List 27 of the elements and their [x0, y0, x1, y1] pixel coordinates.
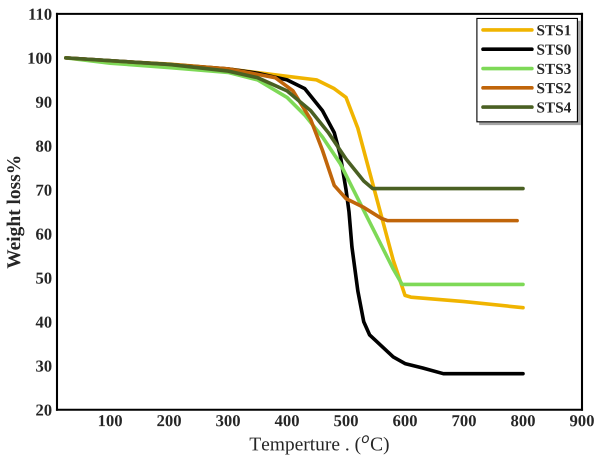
- x-tick-label: 700: [452, 415, 476, 426]
- legend-label: STS2: [537, 83, 571, 94]
- y-tick-label: 30: [36, 360, 52, 372]
- y-tick-label: 90: [36, 96, 52, 108]
- x-tick-label: 500: [334, 415, 358, 426]
- legend-label: STS0: [537, 44, 571, 55]
- x-tick-label: 100: [98, 415, 122, 426]
- y-tick-label: 20: [36, 404, 52, 416]
- y-axis-title: Weight loss%: [6, 156, 24, 269]
- y-tick-label: 70: [36, 184, 52, 196]
- legend-label: STS1: [537, 25, 571, 36]
- x-tick-label: 900: [570, 415, 594, 426]
- y-tick-label: 80: [36, 140, 52, 152]
- legend-label: STS4: [537, 102, 572, 113]
- y-tick-label: 100: [28, 52, 52, 64]
- y-tick-label: 60: [36, 228, 52, 240]
- y-tick-label: 110: [29, 8, 52, 20]
- x-tick-label: 600: [393, 415, 417, 426]
- x-tick-label: 800: [511, 415, 535, 426]
- x-tick-label: 200: [157, 415, 181, 426]
- legend-label: STS3: [537, 64, 571, 74]
- y-tick-label: 50: [36, 272, 52, 284]
- line-series: [64, 56, 525, 190]
- x-tick-label: 300: [216, 415, 240, 426]
- x-tick-label: 400: [274, 415, 299, 426]
- x-axis-title: Temperture . ($^{o}$C): [250, 435, 389, 454]
- y-tick-label: 40: [36, 316, 52, 328]
